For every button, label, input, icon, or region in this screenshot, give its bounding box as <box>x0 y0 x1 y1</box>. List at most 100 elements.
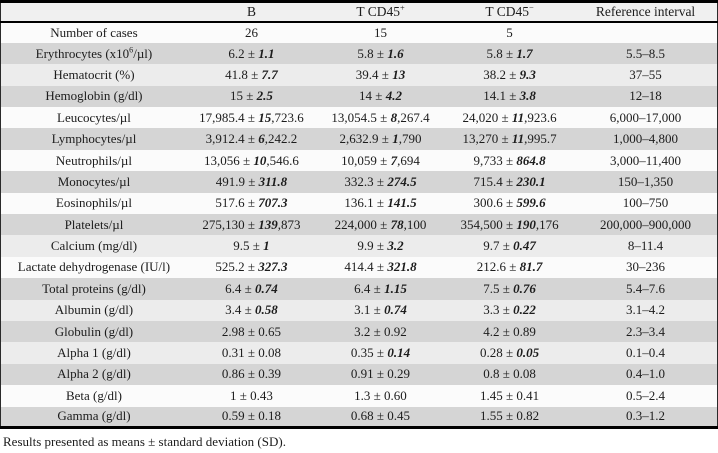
text: 3,000–11,400 <box>610 152 682 168</box>
text: 5.8 ± <box>357 45 388 61</box>
text: 0.4–1.0 <box>626 366 666 382</box>
cell-b: 9.5 ± 1 <box>187 235 316 256</box>
table-row: Globulin (g/dl) 2.98 ± 0.65 3.2 ± 0.92 4.2 … <box>0 320 718 343</box>
sd-value: 10 <box>253 152 267 168</box>
cell-b: 0.59 ± 0.18 <box>187 407 316 428</box>
text: 300.6 ± <box>473 195 517 211</box>
text: ,176 <box>535 216 559 232</box>
sd-value: 0.22 <box>513 302 536 318</box>
cell-reference-interval: 100–750 <box>574 193 717 214</box>
text: Eosinophils/µl <box>55 195 133 211</box>
cell-reference-interval: 1,000–4,800 <box>574 128 717 149</box>
superscript-text: − <box>529 3 534 13</box>
superscript-text: 6 <box>129 45 134 55</box>
row-label: Number of cases <box>1 22 187 43</box>
sd-value: 139 <box>258 216 278 232</box>
sd-value: 1 <box>392 131 399 147</box>
text: 0.28 ± <box>479 345 517 361</box>
row-label: Calcium (mg/dl) <box>1 235 187 256</box>
cell-t-cd45-neg: 715.4 ± 230.1 <box>445 171 574 192</box>
row-label: Neutrophils/µl <box>1 150 187 171</box>
text: 224,000 ± <box>334 216 391 232</box>
text: 0.86 ± 0.39 <box>221 366 282 382</box>
cell-t-cd45-neg: 5 <box>445 22 574 43</box>
text: 3.1–4.2 <box>626 302 666 318</box>
sd-value: 1.6 <box>387 45 404 61</box>
table-row: Lymphocytes/µl 3,912.4 ± 6,242.2 2,632.9 ±… <box>0 128 718 150</box>
text: 2.3–3.4 <box>626 323 666 339</box>
text: 24,020 ± <box>462 109 512 125</box>
text: 9.5 ± <box>233 238 264 254</box>
table-row: Alpha 2 (g/dl) 0.86 ± 0.39 0.91 ± 0.29 0.8 … <box>0 363 718 386</box>
cell-t-cd45-neg: 9.7 ± 0.47 <box>445 235 574 256</box>
text: ,242.2 <box>264 131 298 147</box>
sd-value: 4.2 <box>385 88 402 104</box>
cell-reference-interval: 5.4–7.6 <box>574 278 717 299</box>
sd-value: 190 <box>516 216 536 232</box>
cell-b: 15 ± 2.5 <box>187 86 316 107</box>
cell-b: 13,056 ± 10,546.6 <box>187 150 316 171</box>
cell-reference-interval: 2.3–3.4 <box>574 321 717 342</box>
text: 136.1 ± <box>344 195 388 211</box>
text: 3.1 ± <box>354 302 385 318</box>
table-footnote: Results presented as means ± standard de… <box>3 434 286 450</box>
table-row: Lactate dehydrogenase (IU/l) 525.2 ± 327.… <box>0 256 718 279</box>
text: 1.45 ± 0.41 <box>479 387 540 403</box>
text: ,267.4 <box>397 109 430 125</box>
text: Albumin (g/dl) <box>54 302 134 318</box>
sd-value: 3.2 <box>387 238 404 254</box>
cell-t-cd45-pos: 15 <box>316 22 445 43</box>
cell-b: 6.2 ± 1.1 <box>187 43 316 64</box>
cell-t-cd45-neg: 5.8 ± 1.7 <box>445 43 574 64</box>
sd-value: 1.1 <box>258 45 275 61</box>
cell-t-cd45-pos: 0.35 ± 0.14 <box>316 342 445 363</box>
table-row: Calcium (mg/dl) 9.5 ± 1 9.9 ± 3.2 9.7 ± 0.4… <box>0 235 718 257</box>
cell-t-cd45-neg: 38.2 ± 9.3 <box>445 64 574 85</box>
cell-t-cd45-neg: 9,733 ± 864.8 <box>445 150 574 171</box>
sd-value: 707.3 <box>258 195 288 211</box>
row-label: Lymphocytes/µl <box>1 128 187 149</box>
text: 26 <box>244 24 258 40</box>
text: 5 <box>506 24 513 40</box>
sd-value: 1.15 <box>384 280 407 296</box>
cell-reference-interval: 5.5–8.5 <box>574 43 717 64</box>
cell-t-cd45-neg: 1.45 ± 0.41 <box>445 385 574 406</box>
text: 0.31 ± 0.08 <box>221 345 282 361</box>
row-label: Monocytes/µl <box>1 171 187 192</box>
sd-value: 0.74 <box>384 302 407 318</box>
cell-b: 0.31 ± 0.08 <box>187 342 316 363</box>
sd-value: 1 <box>263 238 270 254</box>
text: 15 <box>373 24 387 40</box>
text: Gamma (g/dl) <box>57 408 131 424</box>
text: 41.8 ± <box>225 66 262 82</box>
cell-t-cd45-pos: 2,632.9 ± 1,790 <box>316 128 445 149</box>
cell-reference-interval: 0.3–1.2 <box>574 407 717 428</box>
text: 0.3–1.2 <box>626 408 666 424</box>
text: 6.2 ± <box>228 45 259 61</box>
sd-value: 13 <box>392 66 406 82</box>
cell-t-cd45-neg: 1.55 ± 0.82 <box>445 407 574 428</box>
table-row: Number of cases 26 15 5 <box>0 21 718 43</box>
text: 13,056 ± <box>204 152 254 168</box>
text: T CD45 <box>485 3 529 19</box>
sd-value: 15 <box>258 109 272 125</box>
row-label: Beta (g/dl) <box>1 385 187 406</box>
text: T CD45 <box>356 3 400 19</box>
row-label: Hemoglobin (g/dl) <box>1 86 187 107</box>
text: ,723.6 <box>271 109 304 125</box>
sd-value: 3.8 <box>519 88 536 104</box>
cell-reference-interval: 200,000–900,000 <box>574 214 717 235</box>
cell-b: 275,130 ± 139,873 <box>187 214 316 235</box>
text: ,995.7 <box>524 131 557 147</box>
cell-t-cd45-neg: 354,500 ± 190,176 <box>445 214 574 235</box>
cell-t-cd45-neg: 7.5 ± 0.76 <box>445 278 574 299</box>
text: 517.6 ± <box>215 195 259 211</box>
sd-value: 599.6 <box>516 195 546 211</box>
text: 3.2 ± 0.92 <box>354 323 407 339</box>
cell-t-cd45-pos: 414.4 ± 321.8 <box>316 257 445 278</box>
text: 13,054.5 ± <box>331 109 391 125</box>
cell-reference-interval: 12–18 <box>574 86 717 107</box>
cell-reference-interval: 30–236 <box>574 257 717 278</box>
row-label: Alpha 2 (g/dl) <box>1 364 187 385</box>
text: Number of cases <box>50 24 138 40</box>
